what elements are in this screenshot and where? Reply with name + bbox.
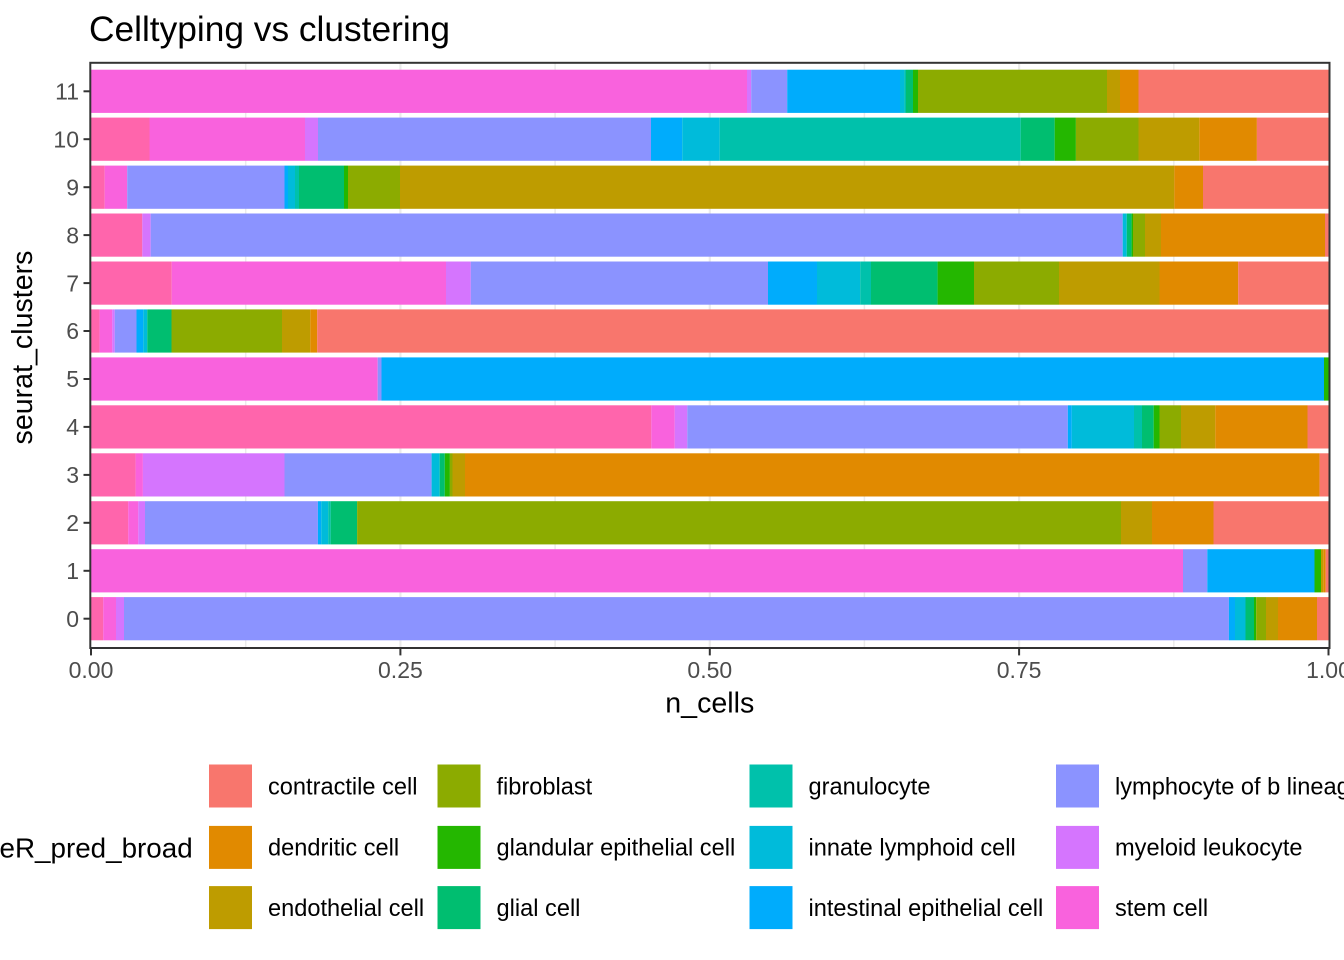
svg-text:myeloid leukocyte: myeloid leukocyte bbox=[1115, 836, 1303, 862]
svg-text:eR_pred_broad: eR_pred_broad bbox=[0, 833, 193, 864]
svg-text:3: 3 bbox=[66, 462, 79, 488]
svg-text:8: 8 bbox=[66, 222, 79, 248]
svg-text:5: 5 bbox=[66, 366, 79, 392]
svg-text:innate lymphoid cell: innate lymphoid cell bbox=[809, 836, 1016, 862]
svg-text:contractile cell: contractile cell bbox=[268, 774, 418, 800]
svg-text:glandular epithelial cell: glandular epithelial cell bbox=[497, 836, 736, 862]
svg-text:seurat_clusters: seurat_clusters bbox=[7, 251, 39, 445]
svg-text:intestinal epithelial cell: intestinal epithelial cell bbox=[809, 896, 1044, 922]
svg-text:Celltyping vs clustering: Celltyping vs clustering bbox=[89, 10, 450, 49]
svg-text:fibroblast: fibroblast bbox=[497, 774, 593, 800]
svg-text:7: 7 bbox=[66, 270, 79, 296]
svg-text:4: 4 bbox=[66, 414, 79, 440]
svg-text:1.00: 1.00 bbox=[1306, 657, 1344, 683]
svg-text:0.00: 0.00 bbox=[69, 657, 114, 683]
svg-text:9: 9 bbox=[66, 174, 79, 200]
svg-text:endothelial cell: endothelial cell bbox=[268, 896, 424, 922]
svg-text:n_cells: n_cells bbox=[665, 687, 754, 719]
svg-text:stem cell: stem cell bbox=[1115, 896, 1208, 922]
svg-text:0.75: 0.75 bbox=[997, 657, 1042, 683]
svg-text:10: 10 bbox=[53, 126, 79, 152]
svg-text:0.25: 0.25 bbox=[378, 657, 423, 683]
svg-text:glial cell: glial cell bbox=[497, 896, 581, 922]
svg-text:11: 11 bbox=[55, 79, 79, 105]
svg-text:1: 1 bbox=[66, 558, 79, 584]
svg-text:0: 0 bbox=[66, 606, 79, 632]
svg-text:2: 2 bbox=[66, 510, 79, 536]
svg-text:6: 6 bbox=[66, 318, 79, 344]
svg-text:dendritic cell: dendritic cell bbox=[268, 836, 399, 862]
svg-text:0.50: 0.50 bbox=[687, 657, 732, 683]
svg-text:granulocyte: granulocyte bbox=[809, 774, 931, 800]
svg-text:lymphocyte of b lineage: lymphocyte of b lineage bbox=[1115, 774, 1344, 800]
